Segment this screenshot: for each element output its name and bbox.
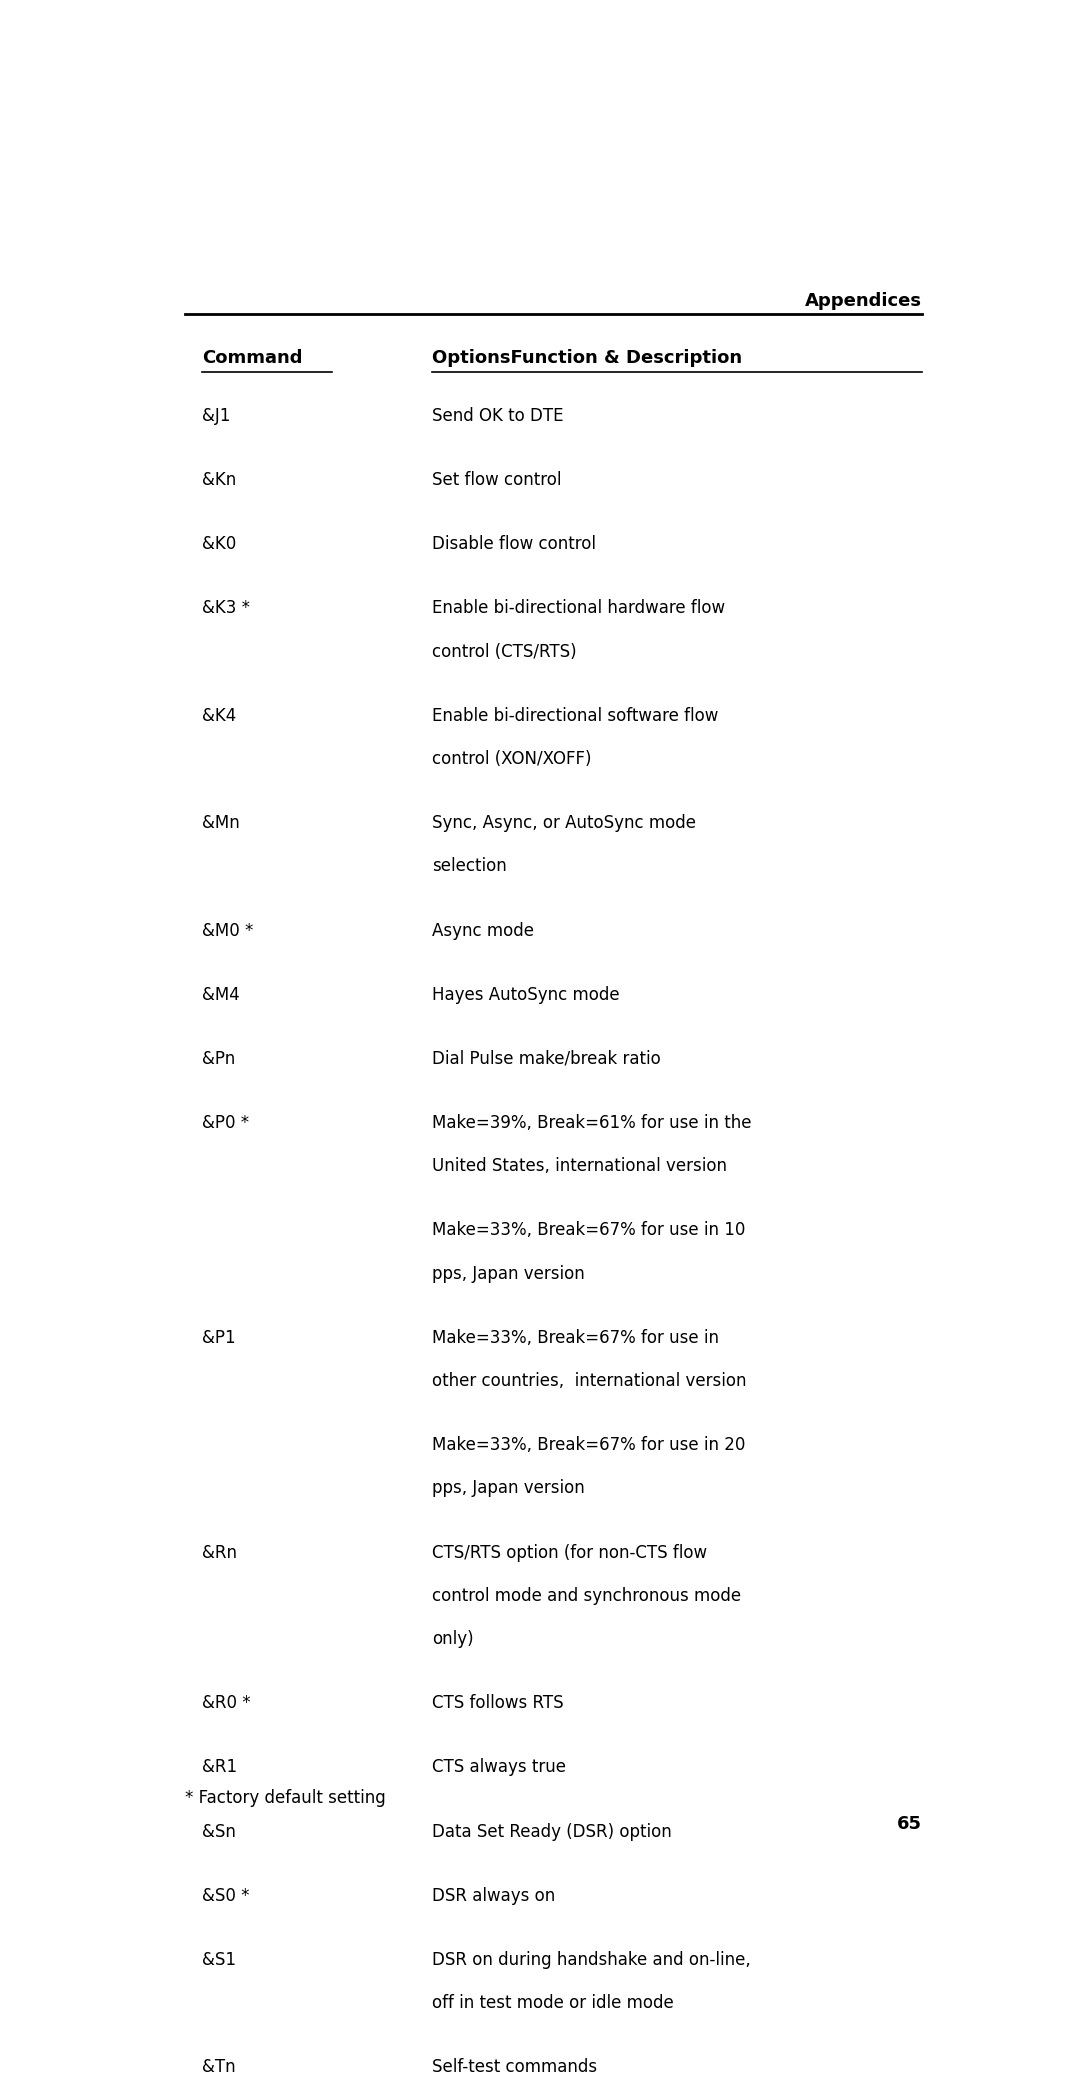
Text: &S0 *: &S0 * xyxy=(202,1886,249,1905)
Text: Sync, Async, or AutoSync mode: Sync, Async, or AutoSync mode xyxy=(432,814,697,833)
Text: off in test mode or idle mode: off in test mode or idle mode xyxy=(432,1995,674,2011)
Text: &Pn: &Pn xyxy=(202,1049,235,1068)
Text: Command: Command xyxy=(202,350,302,366)
Text: control (CTS/RTS): control (CTS/RTS) xyxy=(432,643,577,660)
Text: &Kn: &Kn xyxy=(202,471,237,489)
Text: Hayes AutoSync mode: Hayes AutoSync mode xyxy=(432,985,620,1004)
Text: OptionsFunction & Description: OptionsFunction & Description xyxy=(432,350,742,366)
Text: * Factory default setting: * Factory default setting xyxy=(186,1788,386,1807)
Text: selection: selection xyxy=(432,858,507,874)
Text: pps, Japan version: pps, Japan version xyxy=(432,1264,585,1283)
Text: Make=33%, Break=67% for use in 20: Make=33%, Break=67% for use in 20 xyxy=(432,1437,745,1453)
Text: Appendices: Appendices xyxy=(805,291,922,310)
Text: &K0: &K0 xyxy=(202,535,237,554)
Text: CTS/RTS option (for non-CTS flow: CTS/RTS option (for non-CTS flow xyxy=(432,1543,707,1562)
Text: Enable bi-directional software flow: Enable bi-directional software flow xyxy=(432,706,718,725)
Text: Make=33%, Break=67% for use in 10: Make=33%, Break=67% for use in 10 xyxy=(432,1222,745,1239)
Text: Data Set Ready (DSR) option: Data Set Ready (DSR) option xyxy=(432,1822,672,1840)
Text: other countries,  international version: other countries, international version xyxy=(432,1372,746,1391)
Text: &K3 *: &K3 * xyxy=(202,600,249,618)
Text: &R1: &R1 xyxy=(202,1759,238,1776)
Text: control mode and synchronous mode: control mode and synchronous mode xyxy=(432,1586,741,1605)
Text: Send OK to DTE: Send OK to DTE xyxy=(432,406,564,425)
Text: DSR on during handshake and on-line,: DSR on during handshake and on-line, xyxy=(432,1951,751,1970)
Text: control (XON/XOFF): control (XON/XOFF) xyxy=(432,750,592,768)
Text: &Sn: &Sn xyxy=(202,1822,235,1840)
Text: &J1: &J1 xyxy=(202,406,230,425)
Text: &P0 *: &P0 * xyxy=(202,1114,249,1133)
Text: Disable flow control: Disable flow control xyxy=(432,535,596,554)
Text: &Mn: &Mn xyxy=(202,814,240,833)
Text: Enable bi-directional hardware flow: Enable bi-directional hardware flow xyxy=(432,600,726,618)
Text: Set flow control: Set flow control xyxy=(432,471,562,489)
Text: CTS always true: CTS always true xyxy=(432,1759,566,1776)
Text: only): only) xyxy=(432,1630,474,1649)
Text: &S1: &S1 xyxy=(202,1951,235,1970)
Text: DSR always on: DSR always on xyxy=(432,1886,555,1905)
Text: Self-test commands: Self-test commands xyxy=(432,2059,597,2076)
Text: Make=33%, Break=67% for use in: Make=33%, Break=67% for use in xyxy=(432,1328,719,1347)
Text: &K4: &K4 xyxy=(202,706,237,725)
Text: 65: 65 xyxy=(896,1816,922,1832)
Text: CTS follows RTS: CTS follows RTS xyxy=(432,1695,564,1711)
Text: pps, Japan version: pps, Japan version xyxy=(432,1480,585,1497)
Text: &Rn: &Rn xyxy=(202,1543,237,1562)
Text: &M4: &M4 xyxy=(202,985,240,1004)
Text: &Tn: &Tn xyxy=(202,2059,235,2076)
Text: Async mode: Async mode xyxy=(432,922,535,939)
Text: &R0 *: &R0 * xyxy=(202,1695,251,1711)
Text: Dial Pulse make/break ratio: Dial Pulse make/break ratio xyxy=(432,1049,661,1068)
Text: United States, international version: United States, international version xyxy=(432,1158,727,1174)
Text: &M0 *: &M0 * xyxy=(202,922,254,939)
Text: Make=39%, Break=61% for use in the: Make=39%, Break=61% for use in the xyxy=(432,1114,752,1133)
Text: &P1: &P1 xyxy=(202,1328,235,1347)
